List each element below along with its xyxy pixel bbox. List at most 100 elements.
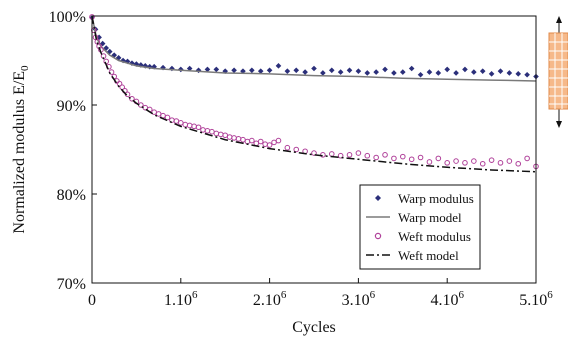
data-point-circle <box>186 122 193 129</box>
data-point-circle <box>275 137 282 144</box>
legend-label: Warp modulus <box>398 191 474 206</box>
data-point-diamond <box>471 69 477 75</box>
data-point-circle <box>311 150 317 156</box>
legend-item: Warp model <box>366 210 462 225</box>
data-point-circle <box>497 160 504 166</box>
y-axis-title-subscript: 0 <box>19 65 31 71</box>
legend-item: Warp modulus <box>375 191 474 206</box>
legend-label: Weft modulus <box>398 229 471 244</box>
data-point-circle <box>222 132 228 139</box>
data-point-diamond <box>204 66 211 73</box>
data-point-circle <box>471 158 477 164</box>
legend: Warp modulus Warp model Weft modulus Weft m… <box>359 184 481 270</box>
x-tick-label-base: 5.10 <box>519 292 547 309</box>
data-point-circle <box>506 158 513 164</box>
data-point-diamond <box>257 68 264 74</box>
x-tick-label-base: 3.10 <box>342 292 370 309</box>
x-tick-label-exponent: 6 <box>281 289 287 301</box>
data-point-circle <box>271 139 277 146</box>
y-axis-title: Normalized modulus E/E0 <box>11 65 31 234</box>
series-line <box>91 15 537 82</box>
data-point-circle <box>235 136 242 142</box>
data-point-diamond <box>497 68 504 74</box>
x-tick-label-exponent: 6 <box>192 289 198 301</box>
data-point-diamond <box>426 69 433 75</box>
series-weft-modulus <box>89 14 539 170</box>
legend-item: Weft modulus <box>374 229 471 244</box>
series-weft-model <box>91 15 537 173</box>
data-point-circle <box>479 160 486 167</box>
data-point-circle <box>209 128 215 135</box>
data-point-diamond <box>311 65 317 72</box>
series-warp-modulus <box>89 14 539 80</box>
data-point-circle <box>200 127 206 133</box>
x-tick-label-exponent: 6 <box>458 289 464 301</box>
data-point-diamond <box>240 68 246 74</box>
series-line <box>91 15 537 173</box>
x-tick-label-exponent: 6 <box>370 289 376 301</box>
axis-layer: 100%90%80%70%0 1.106 2.106 3.106 4.106 5.106 <box>49 9 554 309</box>
data-point-diamond <box>231 67 237 74</box>
data-point-circle <box>426 159 433 165</box>
data-point-diamond <box>195 67 202 74</box>
data-point-circle <box>262 141 268 147</box>
data-point-circle <box>217 131 224 138</box>
data-point-circle <box>337 152 344 159</box>
data-point-diamond <box>488 71 495 77</box>
data-point-diamond <box>178 66 184 73</box>
data-point-circle <box>524 155 530 162</box>
data-point-diamond <box>328 67 335 74</box>
data-point-circle <box>328 151 335 157</box>
data-point-circle <box>240 136 246 143</box>
data-point-circle <box>293 146 300 153</box>
data-point-diamond <box>506 70 513 76</box>
legend-circle-swatch <box>374 232 382 240</box>
data-point-circle <box>191 123 197 130</box>
x-tick-label-exponent: 6 <box>547 289 553 301</box>
data-point-diamond <box>249 67 255 74</box>
data-point-circle <box>391 155 397 162</box>
x-tick-label: 5.106 <box>519 289 553 309</box>
data-point-diamond <box>337 69 344 75</box>
data-point-diamond <box>462 66 468 73</box>
x-tick-label-base: 2.10 <box>253 292 281 309</box>
data-point-circle <box>444 160 451 166</box>
x-tick-label-base: 0 <box>88 292 96 309</box>
data-point-diamond <box>275 63 282 69</box>
data-point-circle <box>462 160 468 166</box>
data-point-circle <box>108 69 115 75</box>
data-point-circle <box>382 152 388 158</box>
data-point-diamond <box>222 68 228 74</box>
data-point-diamond <box>453 70 459 76</box>
data-point-circle <box>346 152 353 158</box>
plot-frame <box>91 15 537 284</box>
x-tick-label: 2.106 <box>253 289 287 309</box>
data-point-circle <box>226 134 233 140</box>
data-point-circle <box>257 138 264 145</box>
data-point-circle <box>182 121 189 128</box>
legend-label: Weft model <box>398 248 459 263</box>
data-point-circle <box>364 152 371 159</box>
x-tick-label-base: 4.10 <box>430 292 458 309</box>
data-point-circle <box>284 144 291 151</box>
data-point-circle <box>173 118 180 124</box>
data-point-circle <box>249 137 255 144</box>
data-point-diamond <box>417 71 424 78</box>
data-point-diamond <box>382 66 388 73</box>
data-point-diamond <box>266 67 273 74</box>
data-point-diamond <box>284 68 291 74</box>
y-tick-label: 90% <box>57 98 86 115</box>
data-point-diamond <box>103 45 110 51</box>
data-point-circle <box>435 155 442 162</box>
data-point-circle <box>515 160 522 167</box>
data-point-diamond <box>169 65 175 72</box>
series-layer <box>89 14 539 173</box>
data-point-diamond <box>391 70 397 76</box>
y-axis-title-main: Normalized modulus E/E <box>11 71 28 234</box>
data-point-circle <box>116 80 123 87</box>
data-point-diamond <box>293 67 300 74</box>
data-point-circle <box>204 128 211 134</box>
data-point-diamond <box>373 69 379 75</box>
